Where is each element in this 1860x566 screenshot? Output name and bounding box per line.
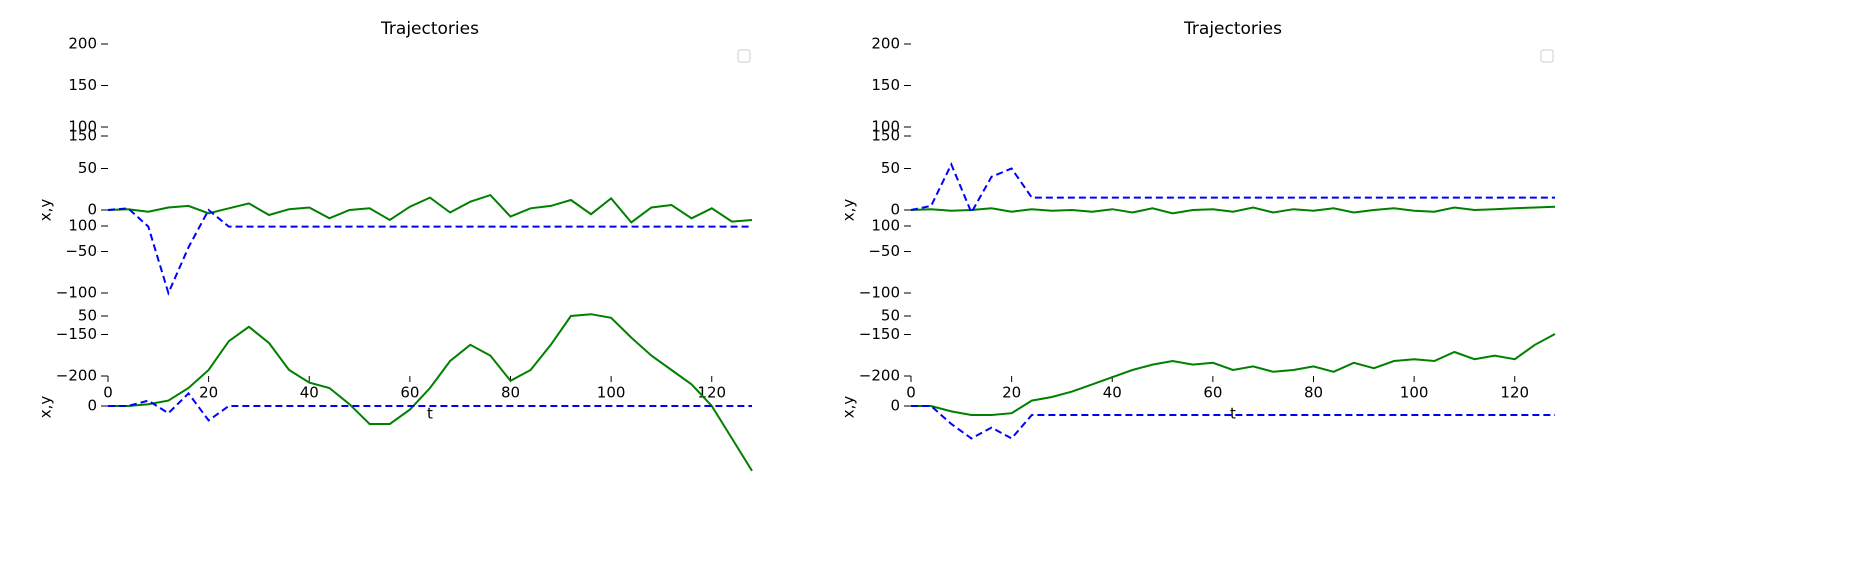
x-tick-label: 20 — [199, 384, 218, 402]
y-tick-label: 150 — [871, 76, 900, 94]
x-tick-label: 0 — [103, 384, 113, 402]
y-tick-label: −200 — [56, 367, 97, 385]
series-line — [910, 205, 1556, 215]
y-axis-label: x,y — [37, 396, 55, 419]
series-line — [107, 207, 752, 296]
series-line — [911, 405, 1555, 440]
y-tick-label: −150 — [859, 325, 900, 343]
y-tick-label: 100 — [871, 118, 900, 136]
y-tick-label: 150 — [68, 76, 97, 94]
y-tick-label: −50 — [65, 242, 97, 260]
x-tick-label: 80 — [1304, 384, 1323, 402]
x-tick-label: 60 — [400, 384, 419, 402]
x-tick-label: 40 — [1103, 384, 1122, 402]
y-tick-label: 100 — [68, 118, 97, 136]
y-tick-label: 0 — [890, 397, 900, 415]
y-tick-label: 100 — [68, 217, 97, 235]
y-tick-label: −100 — [859, 284, 900, 302]
x-tick-label: 0 — [906, 384, 916, 402]
y-tick-label: −150 — [56, 325, 97, 343]
series-line — [107, 193, 753, 224]
legend-box — [1540, 49, 1554, 63]
y-axis-label: x,y — [840, 199, 858, 222]
y-tick-label: 0 — [890, 201, 900, 219]
x-tick-label: 100 — [597, 384, 626, 402]
y-tick-label: 0 — [87, 397, 97, 415]
x-tick-label: 120 — [697, 384, 726, 402]
chart-title: Trajectories — [380, 19, 479, 39]
legend-box — [737, 49, 751, 63]
y-tick-label: 100 — [871, 217, 900, 235]
x-tick-label: 40 — [300, 384, 319, 402]
x-axis-label: t — [427, 405, 433, 423]
y-tick-label: −100 — [56, 284, 97, 302]
x-axis-label: t — [1230, 405, 1236, 423]
y-tick-label: 200 — [871, 35, 900, 53]
y-tick-label: 50 — [78, 159, 97, 177]
series-line — [911, 333, 1556, 416]
y-tick-label: 0 — [87, 201, 97, 219]
y-tick-label: 150 — [871, 127, 900, 145]
x-tick-label: 100 — [1400, 384, 1429, 402]
y-tick-label: 50 — [78, 307, 97, 325]
x-tick-label: 80 — [501, 384, 520, 402]
series-line — [108, 313, 753, 472]
series-line — [108, 391, 752, 422]
y-tick-label: 200 — [68, 35, 97, 53]
y-tick-label: 50 — [881, 307, 900, 325]
x-tick-label: 60 — [1203, 384, 1222, 402]
x-tick-label: 20 — [1002, 384, 1021, 402]
y-tick-label: 50 — [881, 159, 900, 177]
y-tick-label: −50 — [868, 242, 900, 260]
y-axis-label: x,y — [37, 199, 55, 222]
y-tick-label: −200 — [859, 367, 900, 385]
y-axis-label: x,y — [840, 396, 858, 419]
chart-title: Trajectories — [1183, 19, 1282, 39]
y-tick-label: 150 — [68, 127, 97, 145]
x-tick-label: 120 — [1500, 384, 1529, 402]
series-line — [910, 161, 1555, 215]
